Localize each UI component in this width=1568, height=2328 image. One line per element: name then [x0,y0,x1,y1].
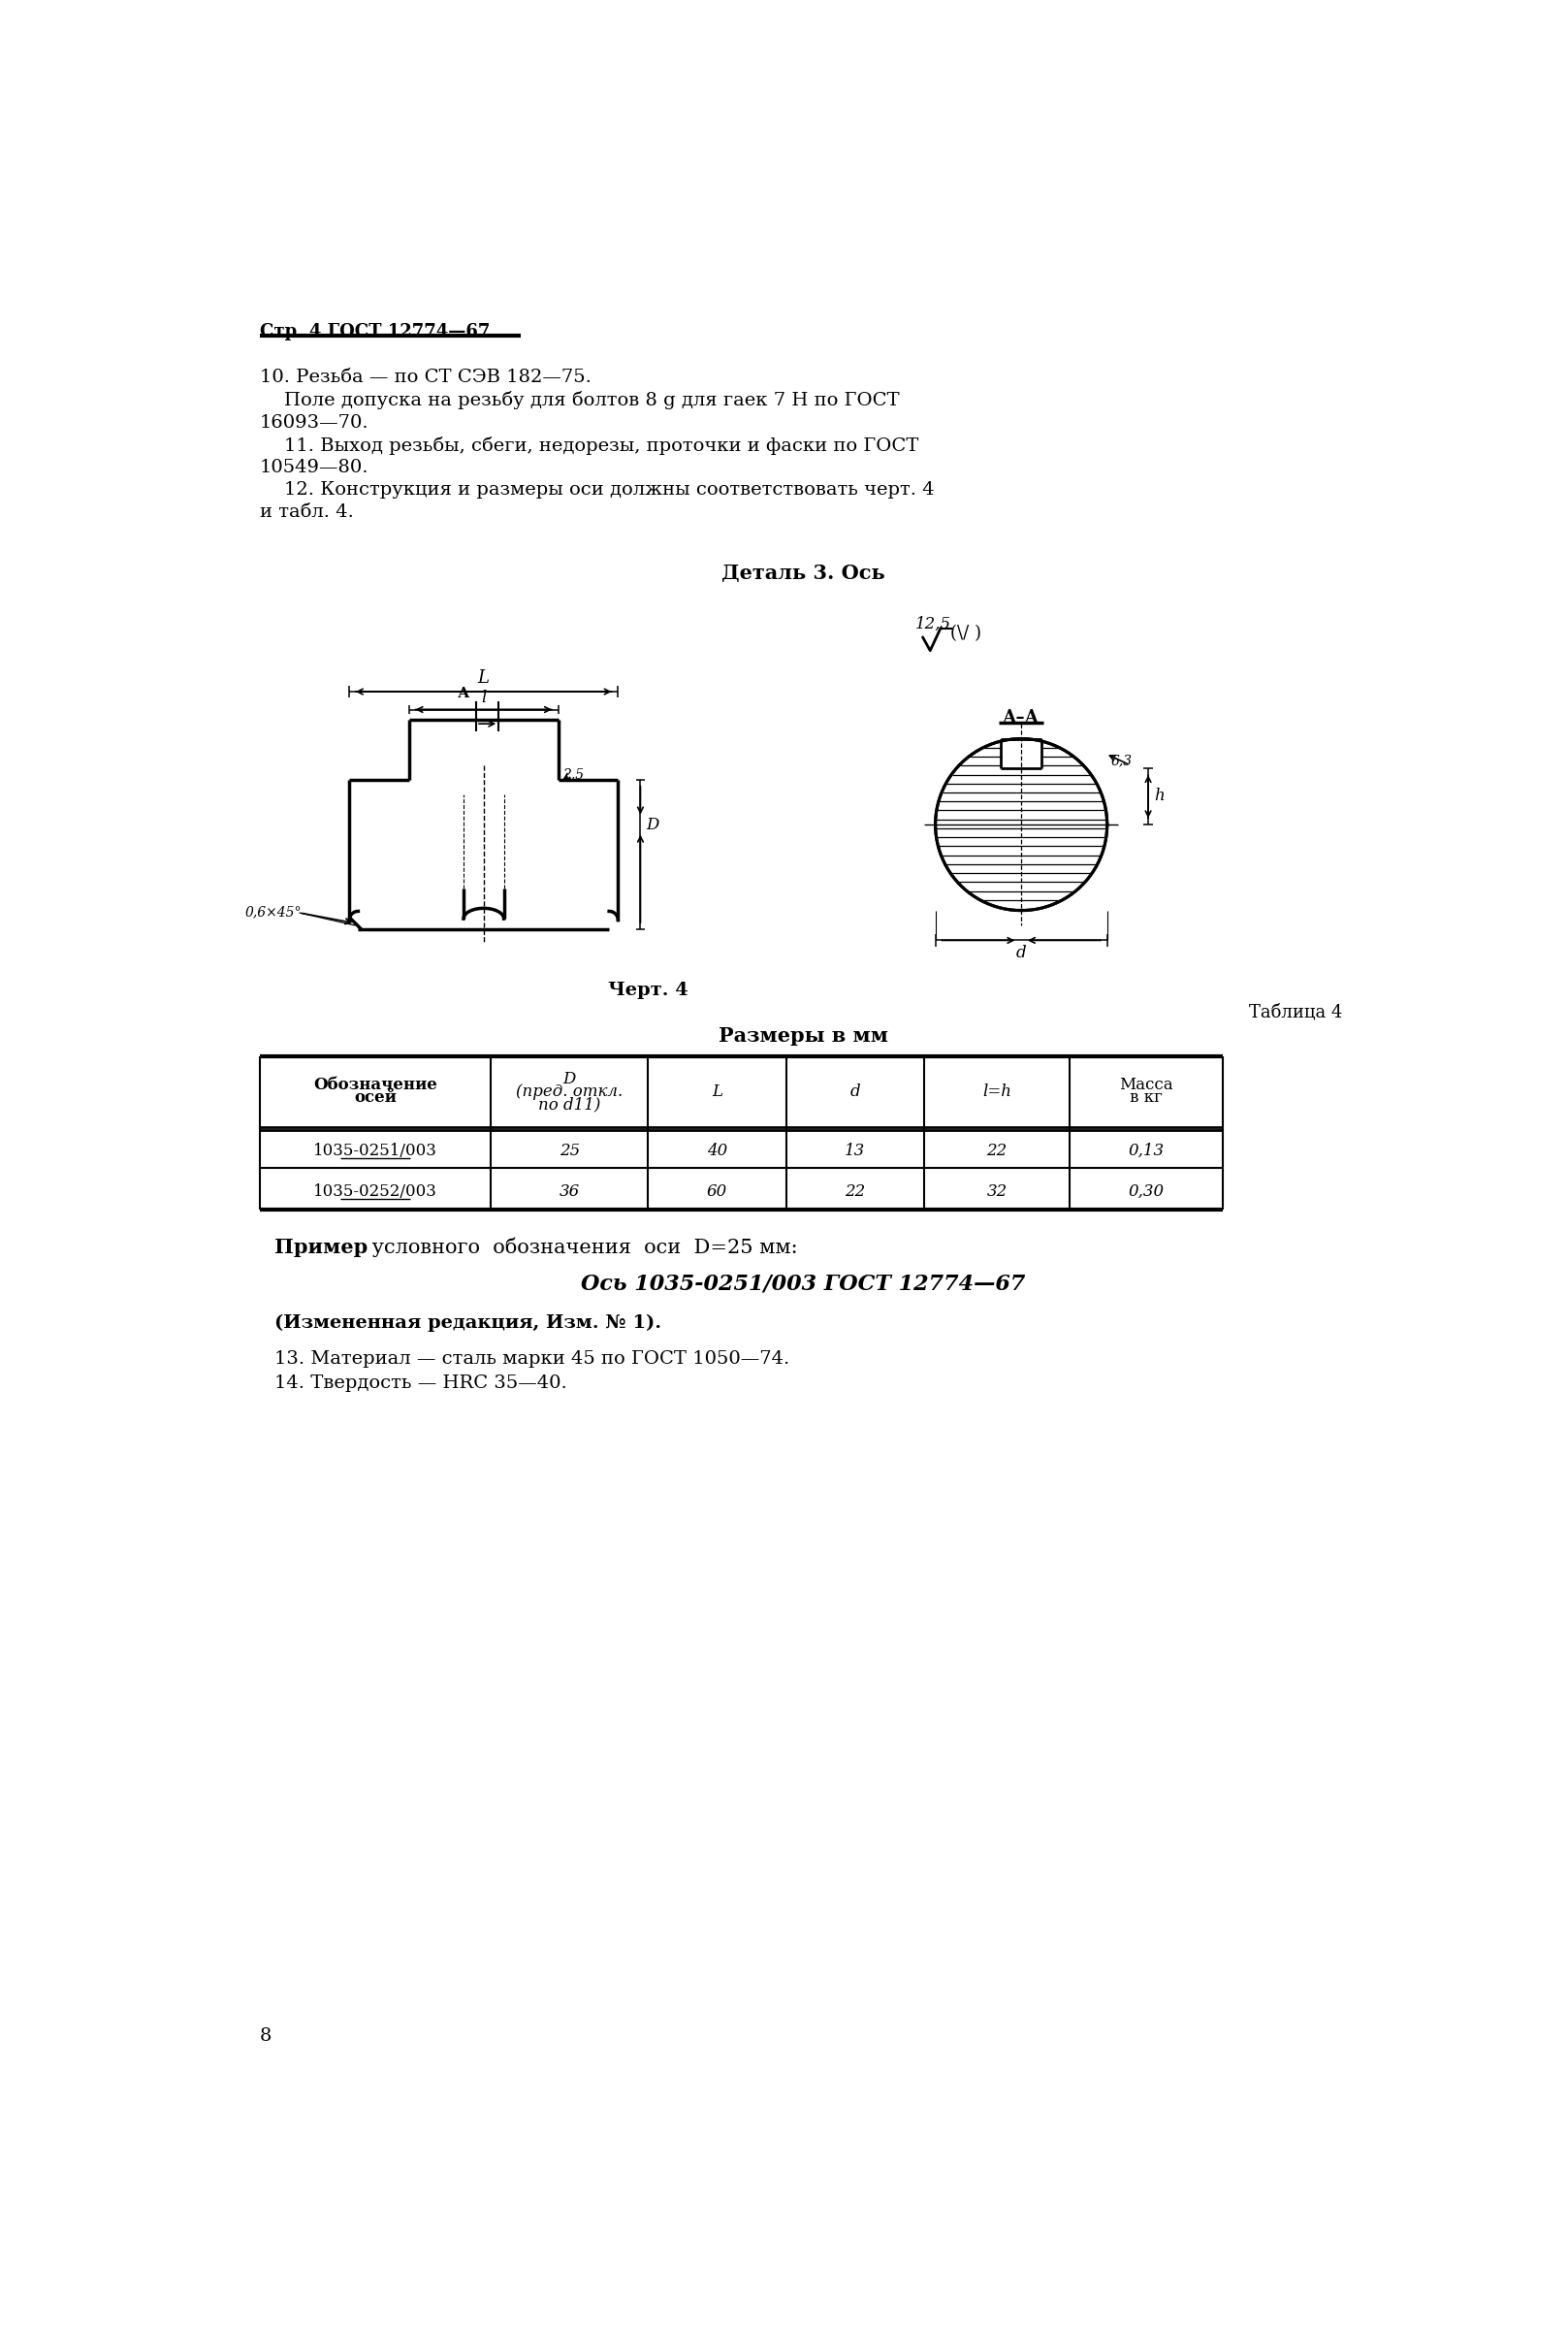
Text: А: А [458,687,469,701]
Text: Поле допуска на резьбу для болтов 8 g для гаек 7 H по ГОСТ: Поле допуска на резьбу для болтов 8 g дл… [260,391,900,410]
Text: D: D [563,1071,575,1087]
Text: 25: 25 [560,1143,580,1159]
Text: 2,5: 2,5 [561,768,583,782]
Text: L: L [478,670,489,687]
Text: 10. Резьба — по СТ СЭВ 182—75.: 10. Резьба — по СТ СЭВ 182—75. [260,368,591,386]
Text: Черт. 4: Черт. 4 [608,982,688,999]
Text: 13. Материал — сталь марки 45 по ГОСТ 1050—74.: 13. Материал — сталь марки 45 по ГОСТ 10… [274,1350,790,1369]
Text: 8: 8 [260,2028,271,2044]
Text: Масса: Масса [1120,1078,1173,1094]
Text: L: L [712,1083,723,1099]
Text: условного  обозначения  оси  D=25 мм:: условного обозначения оси D=25 мм: [365,1238,798,1257]
Text: 0,30: 0,30 [1129,1183,1165,1199]
Text: h: h [1154,787,1165,805]
Text: 40: 40 [707,1143,728,1159]
Text: по d11): по d11) [538,1096,601,1113]
Text: Пример: Пример [274,1238,368,1257]
Text: (пред. откл.: (пред. откл. [516,1083,622,1099]
Text: А–А: А–А [1004,708,1040,726]
Text: l: l [481,689,486,705]
Text: d: d [850,1083,861,1099]
Text: 1035-0251/003: 1035-0251/003 [314,1143,437,1159]
Text: l=h: l=h [983,1083,1011,1099]
Text: 10549—80.: 10549—80. [260,459,368,475]
Text: 0,13: 0,13 [1129,1143,1165,1159]
Text: 13: 13 [845,1143,866,1159]
Text: 22: 22 [986,1143,1007,1159]
Text: Ось 1035-0251/003 ГОСТ 12774—67: Ось 1035-0251/003 ГОСТ 12774—67 [582,1273,1025,1294]
Text: в кг: в кг [1131,1090,1163,1106]
Text: и табл. 4.: и табл. 4. [260,503,354,521]
Text: 32: 32 [986,1183,1007,1199]
Text: 0,6×45°: 0,6×45° [245,906,301,920]
Text: 14. Твердость — HRC 35—40.: 14. Твердость — HRC 35—40. [274,1374,568,1392]
Text: осей: осей [354,1090,397,1106]
Text: 22: 22 [845,1183,866,1199]
Text: 60: 60 [707,1183,728,1199]
Text: Таблица 4: Таблица 4 [1248,1003,1342,1022]
Text: 36: 36 [560,1183,580,1199]
Text: D: D [646,817,660,833]
Text: 11. Выход резьбы, сбеги, недорезы, проточки и фаски по ГОСТ: 11. Выход резьбы, сбеги, недорезы, прото… [260,435,919,454]
Text: 1035-0252/003: 1035-0252/003 [314,1183,437,1199]
Text: Деталь 3. Ось: Деталь 3. Ось [721,563,884,582]
Text: Стр. 4 ГОСТ 12774—67: Стр. 4 ГОСТ 12774—67 [260,324,489,340]
Text: 16093—70.: 16093—70. [260,414,368,431]
Text: Обозначение: Обозначение [314,1078,437,1094]
Text: 6,3: 6,3 [1110,754,1132,768]
Text: 12. Конструкция и размеры оси должны соответствовать черт. 4: 12. Конструкция и размеры оси должны соо… [260,482,935,498]
Text: Размеры в мм: Размеры в мм [718,1027,887,1045]
Text: (\/ ): (\/ ) [950,624,982,643]
Text: d: d [1016,945,1027,961]
Text: (Измененная редакция, Изм. № 1).: (Измененная редакция, Изм. № 1). [274,1315,662,1332]
Text: 12,5: 12,5 [916,615,952,631]
